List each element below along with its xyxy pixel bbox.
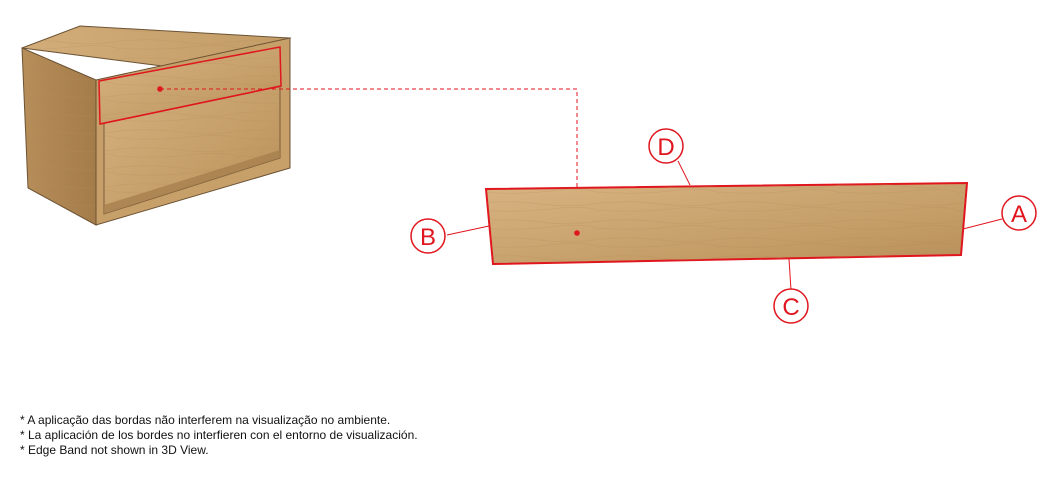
edge-label-a-text: A bbox=[1011, 201, 1027, 228]
panel-detail bbox=[484, 181, 969, 266]
cabinet-3d bbox=[21, 25, 292, 226]
edge-label-b: B bbox=[410, 218, 446, 254]
edge-label-c: C bbox=[773, 288, 809, 324]
edge-label-d-text: D bbox=[657, 134, 674, 161]
leader-line-a bbox=[962, 218, 1003, 230]
footnote-portuguese: * A aplicação das bordas não interferem … bbox=[20, 413, 391, 427]
leader-line-c bbox=[788, 258, 792, 291]
footnote-spanish: * La aplicación de los bordes no interfi… bbox=[20, 428, 418, 442]
footnotes: * A aplicação das bordas não interferem … bbox=[20, 413, 418, 458]
leader-line-b bbox=[446, 225, 490, 236]
edge-label-b-text: B bbox=[420, 224, 436, 251]
footnote-english: * Edge Band not shown in 3D View. bbox=[20, 443, 209, 457]
edge-label-a: A bbox=[1001, 195, 1037, 231]
edge-label-d: D bbox=[648, 128, 684, 164]
leader-line-d bbox=[677, 160, 691, 186]
edge-label-c-text: C bbox=[782, 294, 799, 321]
